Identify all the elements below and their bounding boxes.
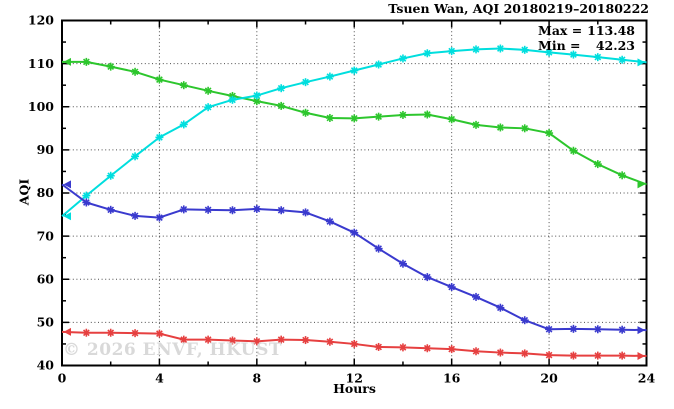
svg-text:110: 110 — [28, 56, 54, 71]
svg-text:4: 4 — [155, 371, 164, 386]
svg-text:16: 16 — [443, 371, 461, 386]
svg-text:50: 50 — [37, 315, 55, 330]
max-label: Max = — [538, 23, 583, 38]
svg-text:90: 90 — [37, 142, 55, 157]
svg-text:100: 100 — [28, 99, 54, 114]
x-axis-title: Hours — [333, 381, 376, 396]
max-value: 113.48 — [587, 23, 635, 38]
svg-text:40: 40 — [37, 358, 55, 373]
max-row: Max = 113.48 — [538, 23, 635, 38]
svg-text:120: 120 — [28, 13, 54, 28]
svg-text:70: 70 — [37, 228, 55, 243]
svg-text:80: 80 — [37, 185, 55, 200]
min-value: 42.23 — [595, 38, 635, 53]
svg-text:24: 24 — [638, 371, 656, 386]
min-label: Min = — [538, 38, 581, 53]
svg-text:20: 20 — [540, 371, 558, 386]
watermark: © 2026 ENVF, HKUST — [63, 340, 283, 360]
svg-text:60: 60 — [37, 271, 55, 286]
chart-title: Tsuen Wan, AQI 20180219–20180222 — [388, 1, 649, 16]
min-row: Min = 42.23 — [538, 38, 635, 53]
svg-text:8: 8 — [252, 371, 261, 386]
maxmin-annotation: Max = 113.48 Min = 42.23 — [538, 23, 635, 53]
svg-text:12: 12 — [346, 371, 363, 386]
svg-text:0: 0 — [58, 371, 67, 386]
y-axis-title: AQI — [16, 178, 32, 206]
